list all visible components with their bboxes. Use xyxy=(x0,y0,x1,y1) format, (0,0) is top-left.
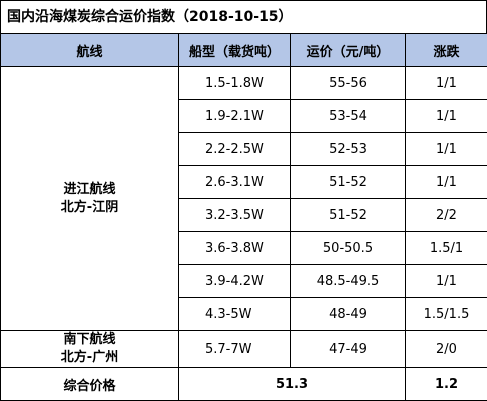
header-cell: 航线 xyxy=(0,33,179,67)
route-line: 北方-江阴 xyxy=(60,199,119,215)
change-cell: 2/2 xyxy=(405,198,487,232)
change-cell: 1.5/1.5 xyxy=(405,297,487,331)
change-cell: 1.5/1 xyxy=(405,231,487,265)
table-row: 3.6-3.8W 50-50.5 1.5/1 xyxy=(1,231,487,265)
table-row: 2.2-2.5W 52-53 1/1 xyxy=(1,132,487,166)
route-line: 北方-广州 xyxy=(60,350,119,365)
change-cell: 1/1 xyxy=(405,165,487,199)
price-cell: 48-49 xyxy=(290,297,406,331)
table-row: 进江航线 北方-江阴 1.5-1.8W 55-56 1/1 xyxy=(0,66,487,331)
table-row: 3.2-3.5W 51-52 2/2 xyxy=(1,198,487,232)
price-cell: 52-53 xyxy=(290,132,406,166)
table-row: 南下航线 北方-广州 5.7-7W 47-49 2/0 xyxy=(0,330,487,368)
type-cell: 3.2-3.5W xyxy=(178,198,291,232)
price-cell: 51-52 xyxy=(290,165,406,199)
change-cell: 1/1 xyxy=(405,132,487,166)
type-cell: 5.7-7W xyxy=(178,330,291,368)
type-cell: 3.9-4.2W xyxy=(178,264,291,298)
route-line: 南下航线 xyxy=(63,332,116,347)
price-cell: 48.5-49.5 xyxy=(290,264,406,298)
summary-change: 1.2 xyxy=(405,367,487,401)
header-cell: 涨跌 xyxy=(405,33,487,67)
freight-table: 航线 船型（载货吨） 运价（元/吨） 涨跌 进江航线 北方-江阴 1.5-1.8W 55-5… xyxy=(0,33,487,401)
change-cell: 2/0 xyxy=(405,330,487,368)
type-cell: 2.6-3.1W xyxy=(178,165,291,199)
change-cell: 1/1 xyxy=(405,99,487,133)
table-title: 国内沿海煤炭综合运价指数（2018-10-15） xyxy=(0,0,487,33)
change-cell: 1/1 xyxy=(405,66,487,100)
table-row: 2.6-3.1W 51-52 1/1 xyxy=(1,165,487,199)
type-cell: 4.3-5W xyxy=(178,297,291,331)
summary-row: 综合价格 51.3 1.2 xyxy=(0,367,487,401)
price-cell: 53-54 xyxy=(290,99,406,133)
type-cell: 1.5-1.8W xyxy=(178,66,291,100)
type-cell: 3.6-3.8W xyxy=(178,231,291,265)
header-row: 航线 船型（载货吨） 运价（元/吨） 涨跌 xyxy=(0,33,487,67)
table-row: 3.9-4.2W 48.5-49.5 1/1 xyxy=(1,264,487,298)
summary-price: 51.3 xyxy=(178,367,406,401)
route-cell: 进江航线北方-江阴 xyxy=(0,66,179,331)
type-cell: 1.9-2.1W xyxy=(178,99,291,133)
type-cell: 2.2-2.5W xyxy=(178,132,291,166)
price-cell: 50-50.5 xyxy=(290,231,406,265)
price-cell: 47-49 xyxy=(290,330,406,368)
summary-label: 综合价格 xyxy=(0,367,179,401)
route-line: 进江航线 xyxy=(63,181,116,197)
header-cell: 船型（载货吨） xyxy=(178,33,291,67)
price-cell: 55-56 xyxy=(290,66,406,100)
header-cell: 运价（元/吨） xyxy=(290,33,406,67)
change-cell: 1/1 xyxy=(405,264,487,298)
table-row: 4.3-5W 48-49 1.5/1.5 xyxy=(1,297,487,331)
route-cell: 南下航线北方-广州 xyxy=(0,330,179,368)
price-cell: 51-52 xyxy=(290,198,406,232)
